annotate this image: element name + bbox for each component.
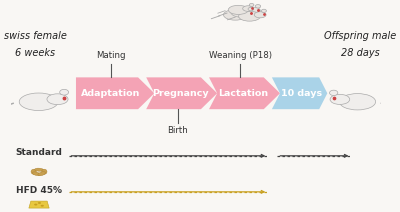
Text: 6 weeks: 6 weeks (15, 48, 55, 58)
Polygon shape (272, 77, 327, 109)
Text: Standard: Standard (16, 148, 62, 157)
Polygon shape (29, 201, 49, 208)
Ellipse shape (243, 6, 254, 11)
Text: Lactation: Lactation (218, 89, 268, 98)
Ellipse shape (248, 7, 260, 14)
Ellipse shape (240, 10, 253, 17)
Text: Offspring male: Offspring male (324, 31, 397, 41)
Polygon shape (209, 77, 280, 109)
Circle shape (38, 202, 41, 204)
Ellipse shape (47, 94, 68, 105)
Ellipse shape (38, 172, 46, 176)
Text: swiss female: swiss female (4, 31, 67, 41)
Ellipse shape (330, 90, 338, 96)
Ellipse shape (254, 12, 266, 18)
Ellipse shape (60, 89, 68, 95)
Ellipse shape (34, 168, 44, 171)
Circle shape (41, 205, 44, 207)
Ellipse shape (249, 3, 254, 6)
Ellipse shape (339, 94, 376, 110)
Ellipse shape (330, 94, 350, 105)
Ellipse shape (32, 172, 40, 176)
Polygon shape (76, 77, 154, 109)
Text: HFD 45%: HFD 45% (16, 186, 62, 195)
Ellipse shape (228, 5, 248, 14)
Ellipse shape (262, 9, 266, 13)
Polygon shape (146, 77, 217, 109)
Text: 10 days: 10 days (282, 89, 323, 98)
Ellipse shape (248, 7, 254, 11)
Circle shape (34, 204, 37, 205)
Ellipse shape (255, 5, 261, 8)
Text: Weaning (P18): Weaning (P18) (209, 52, 272, 60)
Text: Adaptation: Adaptation (82, 89, 141, 98)
Ellipse shape (19, 93, 58, 110)
Text: 28 days: 28 days (341, 48, 380, 58)
Ellipse shape (239, 11, 260, 21)
Text: Pregnancy: Pregnancy (152, 89, 208, 98)
Ellipse shape (231, 7, 254, 17)
Ellipse shape (31, 169, 36, 174)
Ellipse shape (42, 169, 47, 174)
Text: Mating: Mating (96, 52, 126, 60)
Ellipse shape (224, 10, 247, 20)
Text: Birth: Birth (167, 126, 188, 135)
